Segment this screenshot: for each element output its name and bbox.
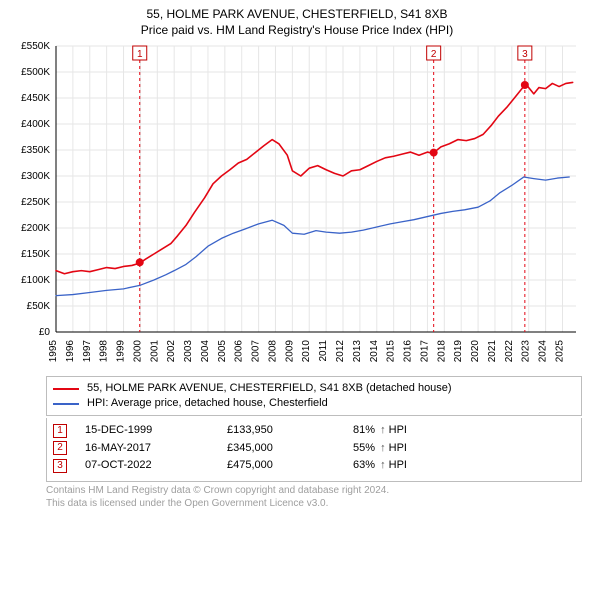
up-arrow-icon: ↑ xyxy=(380,459,386,471)
svg-text:2018: 2018 xyxy=(436,340,447,363)
svg-text:2003: 2003 xyxy=(183,340,194,363)
event-hpi-pct: 81% ↑ HPI xyxy=(353,422,407,440)
svg-text:2024: 2024 xyxy=(538,340,549,363)
legend-swatch xyxy=(53,388,79,390)
chart-legend: 55, HOLME PARK AVENUE, CHESTERFIELD, S41… xyxy=(46,376,582,416)
title-line-1: 55, HOLME PARK AVENUE, CHESTERFIELD, S41… xyxy=(4,6,590,22)
event-price: £475,000 xyxy=(227,457,307,475)
svg-text:£400K: £400K xyxy=(21,119,50,130)
event-date: 16-MAY-2017 xyxy=(85,440,181,458)
legend-label: HPI: Average price, detached house, Ches… xyxy=(87,396,328,411)
svg-text:£450K: £450K xyxy=(21,93,50,104)
price-chart: £0 £50K £100K £150K £200K £250K £300K £350K £400… xyxy=(4,40,584,370)
svg-text:1999: 1999 xyxy=(116,340,127,363)
svg-text:2015: 2015 xyxy=(386,340,397,363)
svg-text:1998: 1998 xyxy=(99,340,110,363)
svg-text:£350K: £350K xyxy=(21,145,50,156)
legend-swatch xyxy=(53,403,79,405)
svg-text:2014: 2014 xyxy=(369,340,380,363)
svg-text:£100K: £100K xyxy=(21,275,50,286)
svg-text:2009: 2009 xyxy=(284,340,295,363)
svg-text:1997: 1997 xyxy=(82,340,93,363)
event-row: 3 07-OCT-2022 £475,000 63% ↑ HPI xyxy=(53,457,575,475)
svg-text:£50K: £50K xyxy=(27,301,51,312)
svg-text:£550K: £550K xyxy=(21,41,50,52)
svg-text:2021: 2021 xyxy=(487,340,498,363)
svg-text:£200K: £200K xyxy=(21,223,50,234)
license-line-2: This data is licensed under the Open Gov… xyxy=(46,497,582,510)
svg-text:2010: 2010 xyxy=(301,340,312,363)
svg-text:£250K: £250K xyxy=(21,197,50,208)
event-row: 1 15-DEC-1999 £133,950 81% ↑ HPI xyxy=(53,422,575,440)
svg-text:2023: 2023 xyxy=(521,340,532,363)
svg-text:2025: 2025 xyxy=(554,340,565,363)
title-line-2: Price paid vs. HM Land Registry's House … xyxy=(4,22,590,38)
svg-text:£300K: £300K xyxy=(21,171,50,182)
svg-text:2005: 2005 xyxy=(217,340,228,363)
svg-text:2012: 2012 xyxy=(335,340,346,363)
event-number-box: 2 xyxy=(53,441,67,455)
sale-events-table: 1 15-DEC-1999 £133,950 81% ↑ HPI 2 16-MAY-201… xyxy=(46,418,582,482)
svg-text:2000: 2000 xyxy=(132,340,143,363)
svg-text:2011: 2011 xyxy=(318,340,329,362)
svg-text:2: 2 xyxy=(431,49,437,60)
svg-text:2017: 2017 xyxy=(419,340,430,363)
svg-text:2020: 2020 xyxy=(470,340,481,363)
event-number-box: 1 xyxy=(53,424,67,438)
event-price: £345,000 xyxy=(227,440,307,458)
event-row: 2 16-MAY-2017 £345,000 55% ↑ HPI xyxy=(53,440,575,458)
event-date: 07-OCT-2022 xyxy=(85,457,181,475)
svg-text:1996: 1996 xyxy=(65,340,76,363)
event-date: 15-DEC-1999 xyxy=(85,422,181,440)
svg-text:£0: £0 xyxy=(39,327,51,338)
event-number-box: 3 xyxy=(53,459,67,473)
svg-text:2016: 2016 xyxy=(403,340,414,363)
svg-text:2002: 2002 xyxy=(166,340,177,363)
svg-text:2004: 2004 xyxy=(200,340,211,363)
svg-text:2019: 2019 xyxy=(453,340,464,363)
svg-text:£500K: £500K xyxy=(21,67,50,78)
legend-label: 55, HOLME PARK AVENUE, CHESTERFIELD, S41… xyxy=(87,381,452,396)
event-hpi-pct: 63% ↑ HPI xyxy=(353,457,407,475)
license-line-1: Contains HM Land Registry data © Crown c… xyxy=(46,484,582,497)
svg-text:2007: 2007 xyxy=(251,340,262,363)
svg-text:2008: 2008 xyxy=(267,340,278,363)
legend-row: HPI: Average price, detached house, Ches… xyxy=(53,396,575,411)
svg-text:2001: 2001 xyxy=(149,340,160,363)
svg-text:2013: 2013 xyxy=(352,340,363,363)
svg-text:2006: 2006 xyxy=(234,340,245,363)
svg-text:£150K: £150K xyxy=(21,249,50,260)
event-price: £133,950 xyxy=(227,422,307,440)
svg-text:1: 1 xyxy=(137,49,143,60)
up-arrow-icon: ↑ xyxy=(380,442,386,454)
event-hpi-pct: 55% ↑ HPI xyxy=(353,440,407,458)
svg-text:2022: 2022 xyxy=(504,340,515,363)
svg-text:3: 3 xyxy=(522,49,528,60)
license-text: Contains HM Land Registry data © Crown c… xyxy=(46,484,582,510)
svg-text:1995: 1995 xyxy=(48,340,59,363)
up-arrow-icon: ↑ xyxy=(380,424,386,436)
legend-row: 55, HOLME PARK AVENUE, CHESTERFIELD, S41… xyxy=(53,381,575,396)
